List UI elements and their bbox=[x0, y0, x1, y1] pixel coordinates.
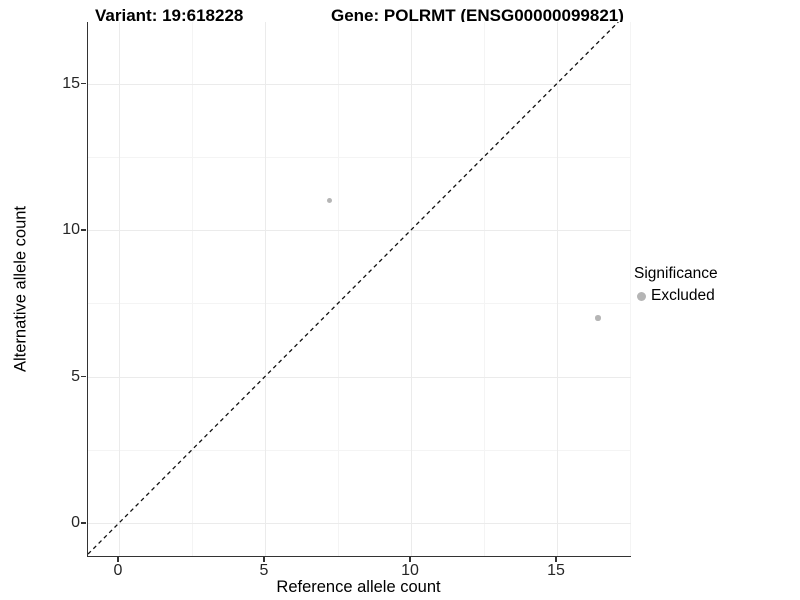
x-axis-tick bbox=[117, 557, 119, 562]
gridline-y-minor bbox=[88, 449, 631, 451]
legend-item-excluded: Excluded bbox=[634, 287, 718, 305]
plot-title-variant: Variant: 19:618228 bbox=[95, 6, 244, 25]
gridline-x-minor bbox=[484, 22, 485, 556]
x-axis-tick bbox=[409, 557, 411, 562]
gridline-x-minor bbox=[338, 22, 339, 556]
x-axis-tick bbox=[263, 557, 265, 562]
gridline-y-major bbox=[88, 230, 631, 231]
y-axis-title: Alternative allele count bbox=[11, 205, 30, 373]
x-axis-tick bbox=[555, 557, 557, 562]
x-tick-label: 15 bbox=[547, 562, 565, 579]
plot-panel bbox=[87, 22, 631, 557]
gridline-y-major bbox=[88, 83, 631, 85]
y-tick-label: 5 bbox=[71, 367, 80, 385]
gridline-x-minor bbox=[630, 22, 631, 556]
x-axis-title: Reference allele count bbox=[276, 578, 441, 596]
gridline-x-major bbox=[119, 22, 120, 556]
legend-item-label: Excluded bbox=[651, 287, 715, 304]
y-tick-label: 0 bbox=[71, 514, 80, 531]
gridline-x-major bbox=[557, 22, 558, 556]
y-axis-tick bbox=[81, 82, 86, 85]
gridline-y-major bbox=[88, 523, 631, 524]
gridline-y-minor bbox=[88, 303, 631, 305]
x-tick-label: 10 bbox=[401, 562, 419, 579]
gridline-y-minor bbox=[88, 156, 631, 158]
data-point bbox=[595, 315, 601, 321]
legend-title: Significance bbox=[634, 265, 718, 282]
gridline-y-major bbox=[88, 376, 631, 378]
gridline-x-major bbox=[411, 22, 412, 556]
x-tick-label: 5 bbox=[259, 562, 269, 579]
gridline-x-major bbox=[265, 22, 266, 556]
plot-title-gene: Gene: POLRMT (ENSG00000099821) bbox=[331, 6, 624, 25]
y-axis-tick bbox=[81, 375, 86, 378]
x-tick-label: 0 bbox=[113, 562, 123, 579]
y-tick-label: 15 bbox=[62, 74, 80, 92]
gridline-x-minor bbox=[192, 22, 193, 556]
y-axis-tick bbox=[81, 522, 86, 524]
data-point bbox=[326, 198, 332, 204]
identity-line bbox=[88, 22, 619, 555]
y-tick-label: 10 bbox=[62, 221, 80, 238]
legend-point-icon bbox=[637, 291, 646, 301]
legend: Significance Excluded bbox=[634, 265, 718, 305]
y-axis-tick bbox=[81, 229, 86, 231]
